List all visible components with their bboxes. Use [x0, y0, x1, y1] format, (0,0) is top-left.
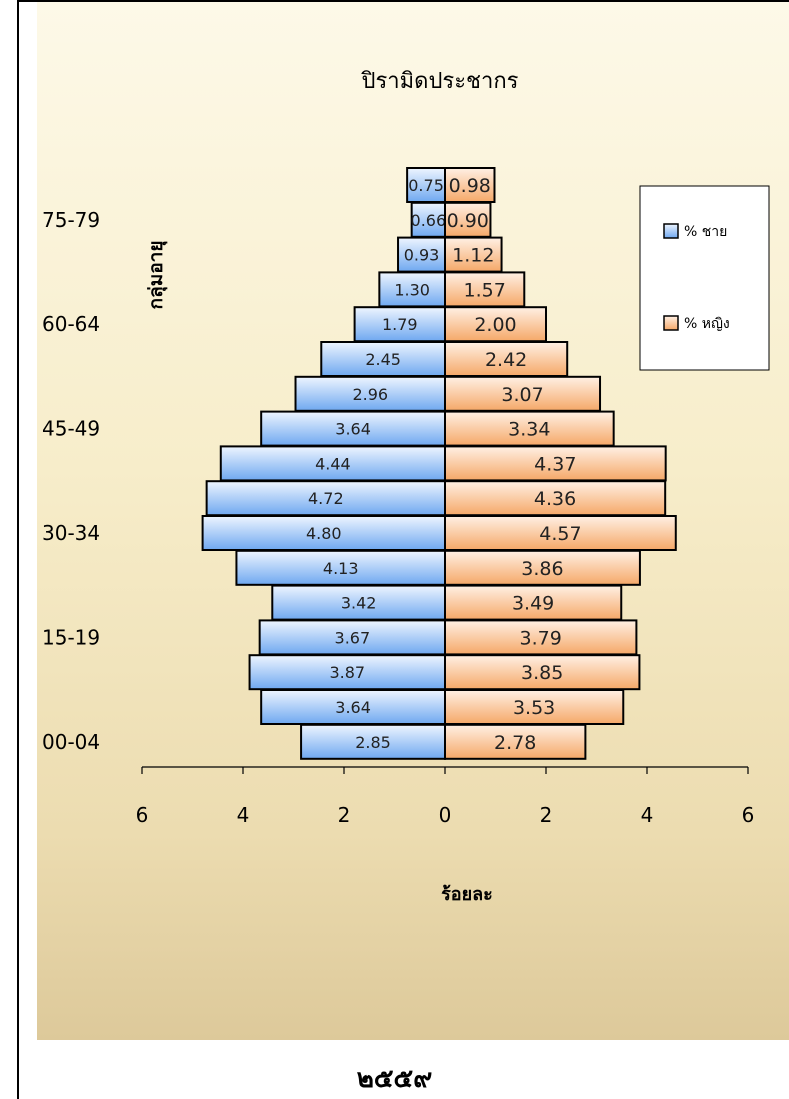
data-label-male: 1.79: [382, 315, 418, 334]
data-label-male: 2.45: [365, 350, 401, 369]
data-label-male: 4.80: [306, 524, 342, 543]
data-label-female: 2.42: [485, 349, 527, 371]
bar-female: [444, 549, 641, 586]
year-caption: ๒๕๕๙: [356, 1064, 433, 1094]
bars-group: 2.85 2.78 3.64 3.53 3.87 3.85 3.67 3.79 3.42 3.49…: [201, 167, 677, 760]
data-label-female: 2.78: [494, 732, 536, 754]
data-label-male: 4.13: [323, 559, 359, 578]
x-axis: 6 4 2 0 2 4 6: [136, 766, 755, 827]
x-tick-label: 6: [742, 803, 755, 827]
legend-box: [639, 185, 770, 371]
data-label-female: 3.79: [520, 627, 562, 649]
y-tick-label: 45-49: [42, 417, 100, 441]
bar-male: [294, 375, 446, 412]
frame-top-border: [17, 0, 789, 2]
chart-title: ปิรามิดประชากร: [360, 69, 518, 94]
data-label-female: 4.36: [534, 488, 576, 510]
data-label-female: 3.34: [508, 419, 550, 441]
data-label-male: 0.66: [411, 211, 447, 230]
data-label-female: 3.85: [521, 662, 563, 684]
y-tick-label: 15-19: [42, 625, 100, 649]
bar-female: [444, 375, 602, 412]
data-label-male: 0.93: [404, 246, 440, 265]
data-label-male: 3.64: [335, 698, 371, 717]
data-label-male: 3.42: [341, 594, 377, 613]
x-tick-label: 0: [439, 803, 452, 827]
y-tick-label: 30-34: [42, 521, 100, 545]
data-label-female: 3.49: [512, 593, 554, 615]
legend-swatch-male: [663, 223, 679, 239]
bar-female: [444, 584, 623, 621]
data-label-male: 1.30: [394, 280, 430, 299]
y-tick-label: 00-04: [42, 730, 100, 754]
x-tick-label: 4: [237, 803, 250, 827]
frame-left-border: [17, 0, 19, 1099]
data-label-female: 4.37: [534, 453, 576, 475]
data-label-female: 3.07: [501, 384, 543, 406]
legend-swatch-female: [663, 315, 679, 331]
bar-male: [260, 689, 446, 725]
bar-male: [353, 306, 447, 343]
legend: % ชาย % หญิง: [639, 185, 770, 371]
data-label-female: 1.57: [463, 279, 505, 301]
data-label-male: 3.67: [335, 628, 371, 647]
bar-male: [378, 271, 447, 308]
data-label-female: 3.86: [521, 558, 563, 580]
data-label-male: 0.75: [408, 176, 444, 195]
population-pyramid-chart: ปิรามิดประชากร กลุ่มอายุ ร้อยละ 2.85 2.78…: [42, 69, 770, 905]
y-tick-label: 60-64: [42, 312, 100, 336]
bar-female: [444, 689, 625, 725]
data-label-male: 2.85: [355, 733, 391, 752]
legend-label-male: % ชาย: [684, 224, 727, 240]
legend-label-female: % หญิง: [684, 316, 730, 332]
data-label-female: 3.53: [513, 697, 555, 719]
bar-female: [444, 654, 641, 691]
data-label-male: 3.87: [329, 663, 365, 682]
bar-male: [201, 515, 446, 551]
data-label-male: 4.44: [315, 454, 351, 473]
y-tick-label: 75-79: [42, 208, 100, 232]
x-axis-title: ร้อยละ: [441, 884, 493, 905]
data-label-female: 2.00: [474, 314, 516, 336]
bar-female: [444, 167, 496, 203]
y-axis-title: กลุ่มอายุ: [145, 241, 168, 310]
data-label-female: 0.90: [447, 210, 489, 232]
data-label-male: 2.96: [352, 385, 388, 404]
x-tick-label: 2: [338, 803, 351, 827]
data-label-female: 0.98: [449, 175, 491, 197]
x-tick-label: 4: [641, 803, 654, 827]
data-label-female: 1.12: [452, 245, 494, 267]
data-label-male: 4.72: [308, 489, 344, 508]
x-tick-label: 6: [136, 803, 149, 827]
data-label-female: 4.57: [539, 523, 581, 545]
data-label-male: 3.64: [335, 420, 371, 439]
x-tick-label: 2: [540, 803, 553, 827]
bar-male: [271, 584, 447, 621]
bar-female: [444, 445, 667, 482]
bar-female: [444, 271, 526, 308]
bar-male: [300, 723, 447, 760]
bar-male: [260, 410, 446, 447]
y-tick-labels: 00-04 15-19 30-34 45-49 60-64 75-79: [42, 208, 100, 754]
